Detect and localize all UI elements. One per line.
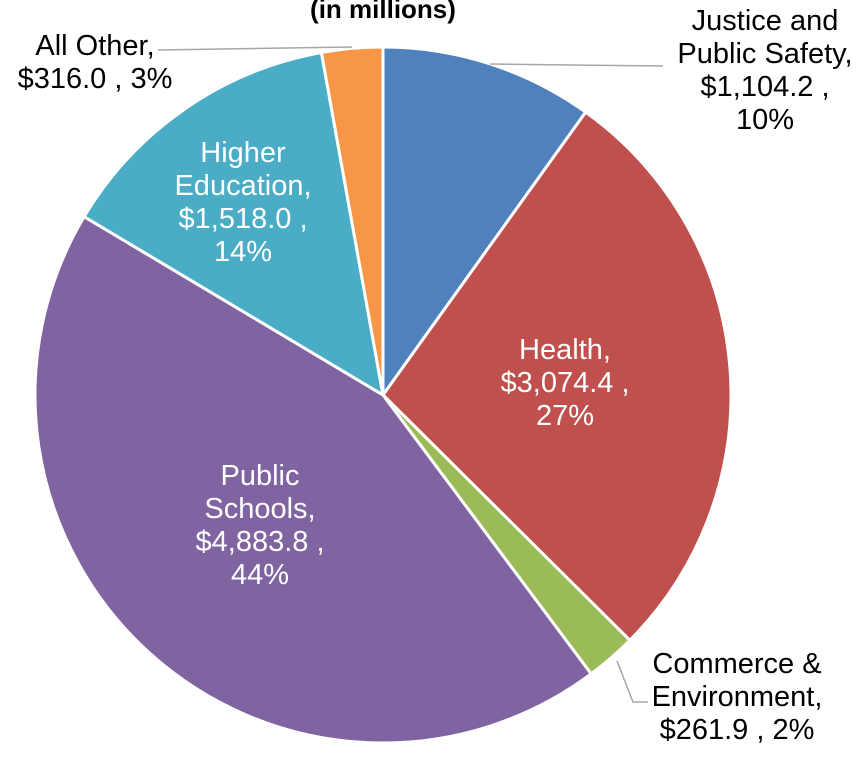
data-label: Justice and Public Safety, $1,104.2 , 10%	[665, 5, 865, 137]
label-value: $261.9 ,	[659, 714, 765, 746]
label-values: $4,883.8 , 44%	[190, 526, 330, 592]
label-percent: 27%	[535, 400, 595, 432]
leader-line	[489, 63, 664, 67]
label-percent: 44%	[230, 559, 290, 591]
label-percent: 3%	[130, 63, 173, 95]
label-percent: 2%	[772, 714, 815, 746]
pie-slice	[82, 50, 385, 397]
label-value: $316.0 ,	[17, 63, 123, 95]
pie-slice	[381, 110, 733, 642]
pie-slice	[33, 215, 593, 745]
chart-title: (in millions)	[310, 0, 456, 24]
slices	[33, 45, 733, 745]
label-category: Justice and Public Safety,	[677, 5, 853, 70]
leader-line	[157, 46, 353, 51]
data-label: Health, $3,074.4 , 27%	[480, 334, 650, 433]
pie-slice	[319, 45, 385, 397]
label-values: $1,518.0 , 14%	[168, 203, 318, 269]
label-category: All Other,	[35, 30, 155, 62]
label-category: Commerce & Environment,	[651, 648, 823, 713]
leader-line	[616, 660, 648, 703]
label-value: $3,074.4 ,	[500, 367, 630, 399]
label-values: $3,074.4 , 27%	[480, 367, 650, 433]
label-value: $4,883.8 ,	[195, 526, 325, 558]
label-category: Higher Education,	[174, 137, 312, 202]
data-label: All Other, $316.0 , 3%	[8, 30, 183, 96]
label-values: $261.9 , 2%	[645, 714, 830, 747]
data-label: Higher Education, $1,518.0 , 14%	[168, 137, 318, 269]
label-category: Health,	[519, 334, 611, 366]
label-value: $1,518.0 ,	[178, 203, 308, 235]
data-label: Public Schools, $4,883.8 , 44%	[190, 460, 330, 592]
label-percent: 10%	[735, 104, 795, 136]
label-values: $316.0 , 3%	[8, 63, 183, 96]
label-values: $1,104.2 , 10%	[665, 71, 865, 137]
pie-slice	[381, 45, 588, 397]
label-percent: 14%	[213, 236, 273, 268]
data-label: Commerce & Environment, $261.9 , 2%	[645, 648, 830, 747]
label-category: Public Schools,	[204, 460, 316, 525]
label-value: $1,104.2 ,	[700, 71, 830, 103]
